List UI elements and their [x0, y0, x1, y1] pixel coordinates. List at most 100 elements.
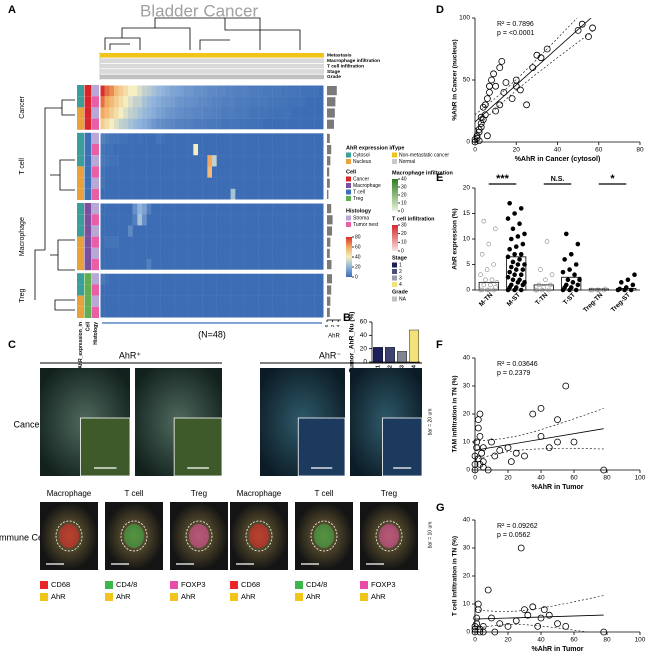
legend-swatch: [346, 189, 351, 195]
heatmap-cell: [132, 214, 138, 226]
heatmap-cell: [216, 85, 222, 97]
heatmap-cell: [132, 273, 138, 285]
heatmap-cell: [170, 273, 175, 285]
point: [565, 277, 571, 283]
point: [516, 86, 524, 94]
x-tick-label: 40: [554, 147, 562, 154]
point: [491, 452, 499, 460]
heatmap-cell: [221, 214, 227, 226]
heatmap-cell: [170, 188, 175, 201]
heatmap-cell: [184, 214, 189, 226]
marker-swatch: [40, 581, 48, 589]
heatmap-cell: [277, 132, 283, 145]
heatmap-cell: [137, 306, 143, 319]
point: [512, 272, 517, 278]
point: [490, 70, 497, 78]
heatmap-cell: [156, 306, 161, 319]
marker-label: CD4/8: [306, 580, 327, 589]
heatmap-cell: [226, 247, 231, 260]
heatmap-cell: [296, 177, 301, 189]
heatmap-cell: [132, 203, 138, 215]
y-tick-label: 5: [466, 261, 470, 268]
heatmap-cell: [258, 203, 264, 215]
heatmap-cell: [212, 188, 217, 201]
point: [573, 262, 579, 267]
heatmap-cell: [212, 155, 217, 167]
heatmap-cell: [314, 247, 320, 260]
point: [520, 241, 526, 247]
heatmap-cell: [221, 188, 227, 201]
heatmap-cell: [268, 295, 273, 307]
heatmap-cell: [212, 236, 217, 248]
heatmap-cell: [212, 273, 217, 285]
heatmap-cell: [258, 273, 264, 285]
point: [541, 285, 547, 290]
heatmap-cell: [226, 132, 231, 145]
heatmap-cell: [198, 284, 203, 296]
heatmap-cell: [165, 214, 171, 226]
heatmap-cell: [100, 203, 105, 215]
point: [589, 287, 595, 293]
histology-cell: [92, 155, 99, 167]
heatmap-cell: [128, 177, 133, 189]
heatmap-cell: [230, 259, 236, 271]
heatmap-cell: [128, 203, 133, 215]
heatmap-cell: [109, 144, 115, 156]
heatmap-cell: [170, 306, 175, 319]
point: [484, 287, 490, 293]
confidence-band: [475, 18, 578, 115]
heatmap-cell: [254, 295, 259, 307]
x-axis-title: %AhR in Cancer (cytosol): [515, 156, 601, 163]
heatmap-cell: [156, 273, 161, 285]
heatmap-cell: [254, 306, 259, 319]
heatmap-cell: [286, 273, 292, 285]
heatmap-cell: [114, 144, 119, 156]
heatmap-cell: [212, 247, 217, 260]
point: [476, 432, 484, 440]
group-frame: [99, 132, 325, 201]
heatmap-cell: [198, 132, 203, 145]
ahr-bar: [327, 97, 336, 107]
heatmap-cell: [216, 284, 222, 296]
heatmap-cell: [310, 177, 315, 189]
heatmap-cell: [146, 295, 152, 307]
heatmap-cell: [314, 214, 320, 226]
heatmap-cell: [254, 132, 259, 145]
heatmap-cell: [249, 203, 255, 215]
heatmap-cell: [151, 118, 157, 130]
heatmap-cell: [249, 225, 255, 237]
point: [512, 252, 517, 257]
point: [505, 254, 511, 260]
heatmap-cell: [230, 273, 236, 285]
heatmap-cell: [198, 203, 203, 215]
point: [517, 257, 522, 262]
heatmap-cell: [296, 259, 301, 271]
heatmap-cell: [310, 247, 315, 260]
heatmap-cell: [235, 236, 241, 248]
n-label: (N=48): [198, 329, 226, 339]
heatmap-cell: [263, 132, 269, 145]
heatmap-cell: [104, 284, 110, 296]
heatmap-cell: [179, 259, 185, 271]
heatmap-cell: [296, 155, 301, 167]
heatmap-cell: [277, 284, 283, 296]
y-tick-label: 10: [463, 601, 471, 608]
heatmap-cell: [216, 225, 222, 237]
point: [474, 424, 482, 432]
heatmap-cell: [198, 85, 203, 97]
point: [473, 438, 481, 446]
heatmap-cell: [170, 118, 175, 130]
heatmap-cell: [109, 214, 115, 226]
heatmap-cell: [202, 306, 208, 319]
point: [632, 272, 637, 278]
heatmap-cell: [123, 132, 129, 145]
heatmap-cell: [198, 96, 203, 108]
heatmap-cell: [109, 132, 115, 145]
heatmap-cell: [235, 118, 241, 130]
point: [534, 287, 540, 293]
legend-tick-label: 10: [401, 200, 407, 206]
heatmap-cell: [240, 144, 245, 156]
point: [534, 623, 542, 630]
heatmap-cell: [258, 132, 264, 145]
point: [544, 239, 550, 244]
